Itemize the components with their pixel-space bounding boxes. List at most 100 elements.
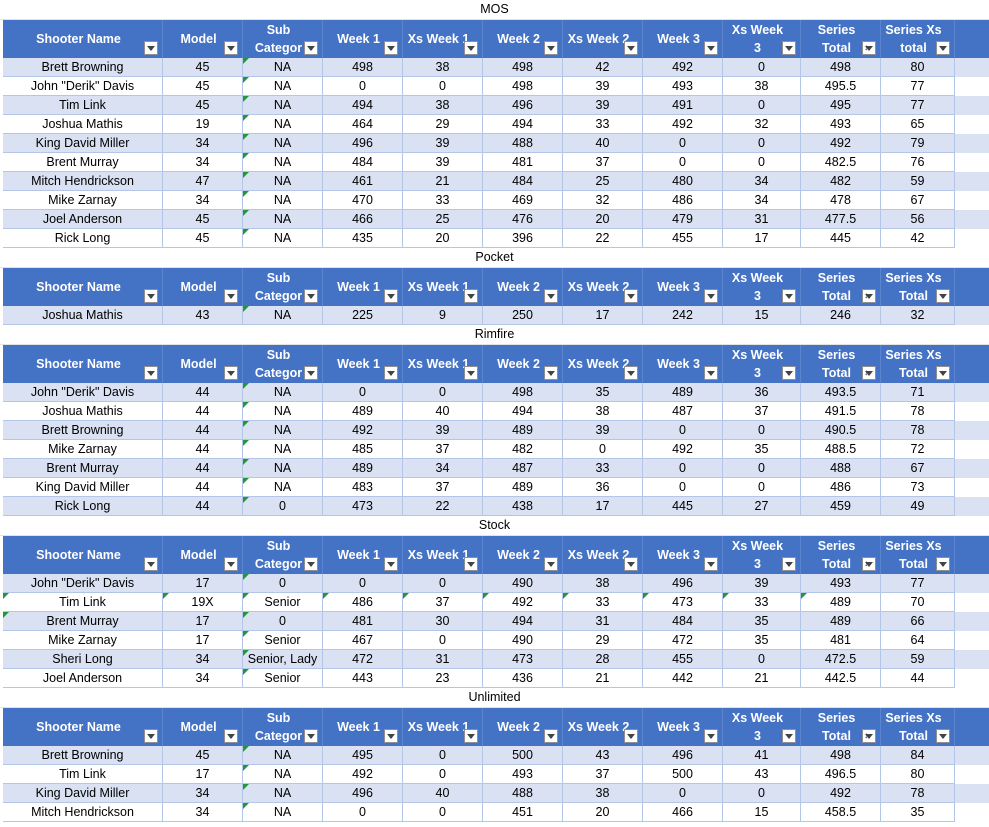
cell-sub-category[interactable]: NA bbox=[243, 96, 323, 115]
cell-series-xs-total[interactable]: 42 bbox=[881, 229, 955, 248]
cell-shooter-name[interactable]: King David Miller bbox=[3, 784, 163, 803]
cell-model[interactable]: 34 bbox=[163, 650, 243, 669]
cell-xs-week-3[interactable]: 37 bbox=[723, 402, 801, 421]
cell-xs-week-2[interactable]: 21 bbox=[563, 669, 643, 688]
cell-xs-week-2[interactable]: 0 bbox=[563, 440, 643, 459]
cell-series-total[interactable]: 482.5 bbox=[801, 153, 881, 172]
cell-sub-category[interactable]: NA bbox=[243, 459, 323, 478]
cell-xs-week-2[interactable]: 28 bbox=[563, 650, 643, 669]
cell-xs-week-3[interactable]: 39 bbox=[723, 574, 801, 593]
cell-xs-week-2[interactable]: 39 bbox=[563, 96, 643, 115]
cell-week-3[interactable]: 484 bbox=[643, 612, 723, 631]
cell-xs-week-1[interactable]: 39 bbox=[403, 421, 483, 440]
cell-week-3[interactable]: 0 bbox=[643, 478, 723, 497]
cell-xs-week-1[interactable]: 29 bbox=[403, 115, 483, 134]
cell-xs-week-1[interactable]: 20 bbox=[403, 229, 483, 248]
filter-dropdown-icon[interactable] bbox=[704, 366, 718, 380]
filter-dropdown-icon[interactable] bbox=[624, 41, 638, 55]
cell-xs-week-2[interactable]: 39 bbox=[563, 421, 643, 440]
filter-dropdown-icon[interactable] bbox=[144, 557, 158, 571]
filter-dropdown-icon[interactable] bbox=[464, 557, 478, 571]
cell-sub-category[interactable]: NA bbox=[243, 134, 323, 153]
cell-model[interactable]: 44 bbox=[163, 402, 243, 421]
cell-series-xs-total[interactable]: 72 bbox=[881, 440, 955, 459]
cell-week-3[interactable]: 491 bbox=[643, 96, 723, 115]
cell-week-3[interactable]: 496 bbox=[643, 746, 723, 765]
filter-dropdown-icon[interactable] bbox=[704, 557, 718, 571]
filter-dropdown-icon[interactable] bbox=[936, 289, 950, 303]
cell-series-total[interactable]: 482 bbox=[801, 172, 881, 191]
cell-series-total[interactable]: 493 bbox=[801, 574, 881, 593]
cell-series-total[interactable]: 478 bbox=[801, 191, 881, 210]
cell-xs-week-3[interactable]: 15 bbox=[723, 803, 801, 822]
cell-week-1[interactable]: 492 bbox=[323, 765, 403, 784]
filter-dropdown-icon[interactable] bbox=[224, 41, 238, 55]
cell-week-2[interactable]: 438 bbox=[483, 497, 563, 516]
filter-dropdown-icon[interactable] bbox=[384, 557, 398, 571]
cell-shooter-name[interactable]: Sheri Long bbox=[3, 650, 163, 669]
cell-sub-category[interactable]: NA bbox=[243, 229, 323, 248]
cell-sub-category[interactable]: NA bbox=[243, 153, 323, 172]
cell-shooter-name[interactable]: Joshua Mathis bbox=[3, 402, 163, 421]
cell-week-2[interactable]: 494 bbox=[483, 612, 563, 631]
cell-model[interactable]: 44 bbox=[163, 440, 243, 459]
cell-week-3[interactable]: 242 bbox=[643, 306, 723, 325]
cell-week-3[interactable]: 492 bbox=[643, 440, 723, 459]
cell-week-1[interactable]: 483 bbox=[323, 478, 403, 497]
cell-model[interactable]: 45 bbox=[163, 96, 243, 115]
cell-week-3[interactable]: 487 bbox=[643, 402, 723, 421]
cell-xs-week-3[interactable]: 43 bbox=[723, 765, 801, 784]
cell-week-1[interactable]: 484 bbox=[323, 153, 403, 172]
cell-week-3[interactable]: 486 bbox=[643, 191, 723, 210]
cell-shooter-name[interactable]: King David Miller bbox=[3, 134, 163, 153]
cell-xs-week-1[interactable]: 22 bbox=[403, 497, 483, 516]
filter-dropdown-icon[interactable] bbox=[624, 729, 638, 743]
filter-dropdown-icon[interactable] bbox=[782, 366, 796, 380]
filter-dropdown-icon[interactable] bbox=[544, 41, 558, 55]
cell-week-1[interactable]: 461 bbox=[323, 172, 403, 191]
cell-week-2[interactable]: 490 bbox=[483, 574, 563, 593]
filter-dropdown-icon[interactable] bbox=[144, 729, 158, 743]
cell-model[interactable]: 34 bbox=[163, 784, 243, 803]
cell-week-3[interactable]: 472 bbox=[643, 631, 723, 650]
cell-xs-week-3[interactable]: 36 bbox=[723, 383, 801, 402]
cell-shooter-name[interactable]: Tim Link bbox=[3, 765, 163, 784]
cell-model[interactable]: 17 bbox=[163, 765, 243, 784]
cell-week-2[interactable]: 482 bbox=[483, 440, 563, 459]
cell-xs-week-3[interactable]: 0 bbox=[723, 478, 801, 497]
cell-xs-week-3[interactable]: 0 bbox=[723, 153, 801, 172]
cell-xs-week-1[interactable]: 0 bbox=[403, 631, 483, 650]
cell-sub-category[interactable]: NA bbox=[243, 803, 323, 822]
cell-sub-category[interactable]: NA bbox=[243, 191, 323, 210]
cell-xs-week-3[interactable]: 0 bbox=[723, 58, 801, 77]
cell-xs-week-3[interactable]: 27 bbox=[723, 497, 801, 516]
cell-week-2[interactable]: 473 bbox=[483, 650, 563, 669]
cell-sub-category[interactable]: NA bbox=[243, 306, 323, 325]
cell-sub-category[interactable]: 0 bbox=[243, 497, 323, 516]
filter-dropdown-icon[interactable] bbox=[384, 289, 398, 303]
cell-series-total[interactable]: 472.5 bbox=[801, 650, 881, 669]
cell-shooter-name[interactable]: Mike Zarnay bbox=[3, 440, 163, 459]
cell-week-3[interactable]: 455 bbox=[643, 650, 723, 669]
cell-sub-category[interactable]: NA bbox=[243, 77, 323, 96]
cell-week-2[interactable]: 476 bbox=[483, 210, 563, 229]
cell-sub-category[interactable]: NA bbox=[243, 210, 323, 229]
cell-week-1[interactable]: 466 bbox=[323, 210, 403, 229]
cell-week-1[interactable]: 485 bbox=[323, 440, 403, 459]
cell-sub-category[interactable]: Senior bbox=[243, 669, 323, 688]
cell-series-total[interactable]: 491.5 bbox=[801, 402, 881, 421]
cell-week-2[interactable]: 494 bbox=[483, 115, 563, 134]
filter-dropdown-icon[interactable] bbox=[624, 557, 638, 571]
cell-week-2[interactable]: 498 bbox=[483, 383, 563, 402]
cell-series-total[interactable]: 458.5 bbox=[801, 803, 881, 822]
cell-xs-week-2[interactable]: 35 bbox=[563, 383, 643, 402]
cell-week-1[interactable]: 486 bbox=[323, 593, 403, 612]
cell-model[interactable]: 44 bbox=[163, 383, 243, 402]
cell-model[interactable]: 47 bbox=[163, 172, 243, 191]
cell-series-total[interactable]: 459 bbox=[801, 497, 881, 516]
cell-shooter-name[interactable]: Mitch Hendrickson bbox=[3, 803, 163, 822]
cell-series-total[interactable]: 496.5 bbox=[801, 765, 881, 784]
filter-dropdown-icon[interactable] bbox=[624, 366, 638, 380]
cell-model[interactable]: 45 bbox=[163, 229, 243, 248]
cell-week-3[interactable]: 493 bbox=[643, 77, 723, 96]
